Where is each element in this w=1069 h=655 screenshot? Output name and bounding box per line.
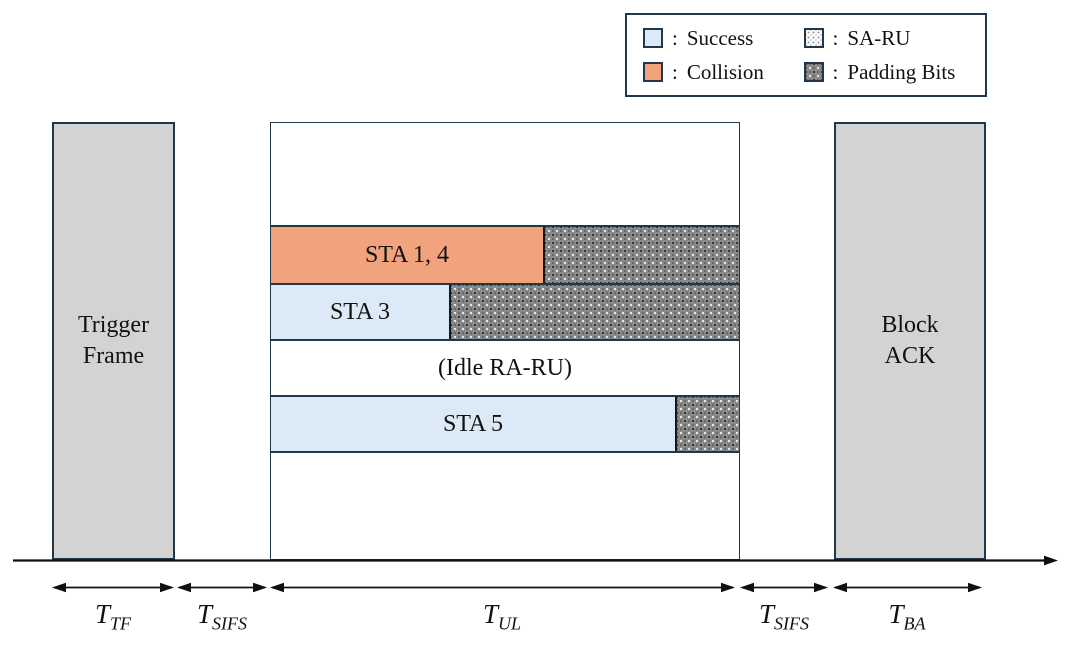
padding-bits-segment	[675, 397, 739, 451]
padding-bits-swatch-icon	[803, 62, 824, 82]
sa-ru-swatch-icon	[803, 28, 824, 48]
ra-ru-row-sta-5: STA 5	[270, 396, 740, 452]
duration-label-t-sifs-left: TSIFS	[142, 599, 302, 634]
sa-ru-bottom-block	[270, 452, 740, 560]
t-sifs-left-span-arrow-icon	[177, 582, 267, 593]
padding-bits-segment	[543, 227, 739, 283]
padding-bits-segment	[449, 285, 739, 339]
t-subscript: UL	[498, 613, 522, 634]
duration-label-t-ba: TBA	[827, 599, 987, 634]
legend-label: SA-RU	[847, 25, 911, 50]
t-subscript: BA	[903, 613, 926, 634]
sa-ru-top-block	[270, 122, 740, 226]
segment-label: STA 3	[329, 298, 391, 325]
block-ack-label-line2: ACK	[884, 343, 936, 369]
legend-separator: :	[672, 25, 678, 50]
legend-label: Success	[686, 25, 754, 50]
legend-separator: :	[672, 59, 678, 84]
block-ack-label-line1: Block	[881, 311, 939, 338]
collision-segment: STA 1, 4	[271, 227, 543, 283]
block-ack-box: Block ACK	[834, 122, 986, 560]
t-subscript: SIFS	[212, 613, 248, 634]
t-sifs-right-span-arrow-icon	[740, 582, 828, 593]
segment-label: (Idle RA-RU)	[438, 354, 572, 381]
t-subscript: SIFS	[774, 613, 810, 634]
duration-label-t-sifs-right: TSIFS	[704, 599, 864, 634]
t-symbol: T	[888, 599, 904, 629]
t-symbol: T	[482, 599, 498, 629]
t-symbol: T	[758, 599, 775, 629]
t-symbol: T	[196, 599, 213, 629]
duration-label-t-ul: TUL	[422, 599, 582, 634]
legend-label: Collision	[686, 59, 764, 84]
success-segment: STA 5	[271, 397, 675, 451]
t-symbol: T	[94, 599, 110, 629]
legend-item-sa-ru: : SA-RU	[803, 25, 971, 51]
trigger-frame-label-line1: Trigger	[77, 311, 150, 338]
uplink-section: STA 1, 4 STA 3 (Idle RA-RU) STA 5	[270, 122, 740, 560]
duration-label-t-tf: TTF	[33, 599, 193, 634]
success-segment: STA 3	[271, 285, 449, 339]
legend-item-success: : Success	[643, 26, 780, 51]
t-ul-span-arrow-icon	[270, 582, 735, 593]
ra-ru-row-sta-3: STA 3	[270, 284, 740, 340]
idle-ra-ru-segment: (Idle RA-RU)	[271, 341, 739, 395]
trigger-frame-label-line2: Frame	[82, 343, 145, 369]
legend-item-collision: : Collision	[643, 60, 780, 85]
legend: : Success : Collision : SA-RU : Padding …	[625, 13, 987, 97]
legend-item-padding-bits: : Padding Bits	[803, 59, 971, 85]
ra-ru-row-idle: (Idle RA-RU)	[270, 340, 740, 396]
segment-label: STA 1, 4	[364, 241, 450, 268]
collision-swatch-icon	[643, 62, 663, 82]
legend-separator: :	[832, 59, 839, 84]
legend-label: Padding Bits	[847, 59, 956, 84]
t-subscript: TF	[110, 613, 132, 634]
t-tf-span-arrow-icon	[52, 582, 174, 593]
legend-separator: :	[832, 25, 839, 50]
t-ba-span-arrow-icon	[833, 582, 982, 593]
ra-ru-row-sta-1-4: STA 1, 4	[270, 226, 740, 284]
trigger-frame-box: Trigger Frame	[52, 122, 175, 560]
segment-label: STA 5	[442, 410, 504, 437]
success-swatch-icon	[643, 28, 663, 48]
